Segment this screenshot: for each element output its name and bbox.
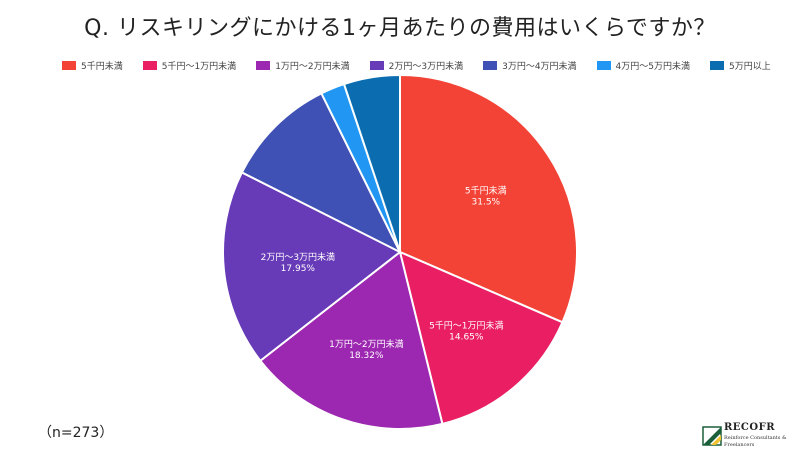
- slice-label: 2万円〜3万円未満: [261, 251, 335, 263]
- legend-item[interactable]: 5千円〜1万円未満: [142, 59, 237, 72]
- slice-label: 5千円〜1万円未満: [429, 319, 503, 331]
- legend-item[interactable]: 5万円以上: [710, 59, 771, 72]
- pie-slice[interactable]: [342, 73, 401, 253]
- logo-name: RECOFR: [724, 422, 776, 433]
- legend-item[interactable]: 5千円未満: [62, 59, 123, 72]
- legend-label: 3万円〜4万円未満: [502, 61, 577, 72]
- legend-label: 1万円〜2万円未満: [275, 61, 350, 72]
- legend-item[interactable]: 4万円〜5万円未満: [596, 59, 690, 72]
- legend-item[interactable]: 1万円〜2万円未満: [256, 59, 350, 72]
- slice-value-label: 14.65%: [449, 332, 484, 342]
- legend-item[interactable]: 3万円〜4万円未満: [483, 59, 577, 72]
- legend-swatch: [710, 60, 724, 70]
- slice-value-label: 18.32%: [349, 351, 384, 361]
- pie-slice[interactable]: [258, 250, 444, 430]
- legend-swatch: [62, 60, 76, 70]
- legend-swatch: [596, 60, 611, 70]
- slice-value-label: 31.5%: [472, 198, 501, 208]
- legend-item[interactable]: 2万円〜3万円未満: [369, 59, 464, 72]
- legend-swatch: [142, 60, 157, 70]
- slice-value-label: 17.95%: [281, 264, 316, 274]
- legend-label: 2万円〜3万円未満: [388, 61, 464, 72]
- legend-label: 4万円〜5万円未満: [615, 61, 690, 72]
- logo-tagline: Reinforce Consultants & Freelancers: [724, 435, 787, 448]
- slice-label: 5千円未満: [465, 185, 507, 197]
- legend-swatch: [369, 60, 384, 70]
- slice-label: 1万円〜2万円未満: [329, 338, 403, 350]
- legend-label: 5万円以上: [729, 61, 771, 72]
- pie-slice[interactable]: [399, 73, 578, 324]
- pie-slice[interactable]: [222, 171, 402, 363]
- legend-label: 5千円〜1万円未満: [161, 61, 237, 72]
- legend-swatch: [483, 60, 498, 70]
- logo-mark-icon: [702, 426, 722, 446]
- legend-swatch: [256, 60, 271, 70]
- recofr-logo: RECOFR Reinforce Consultants & Freelance…: [702, 420, 798, 454]
- chart-title: Q. リスキリングにかける1ヶ月あたりの費用はいくらですか？: [84, 16, 716, 41]
- pie-slice[interactable]: [240, 92, 403, 255]
- sample-size-note: （n=273）: [38, 425, 114, 441]
- legend-label: 5千円未満: [81, 61, 123, 72]
- pie-slice[interactable]: [398, 250, 564, 426]
- chart-legend: 5千円未満 5千円〜1万円未満 1万円〜2万円未満 2万円〜3万円未満 3万円〜4万円未…: [62, 57, 771, 73]
